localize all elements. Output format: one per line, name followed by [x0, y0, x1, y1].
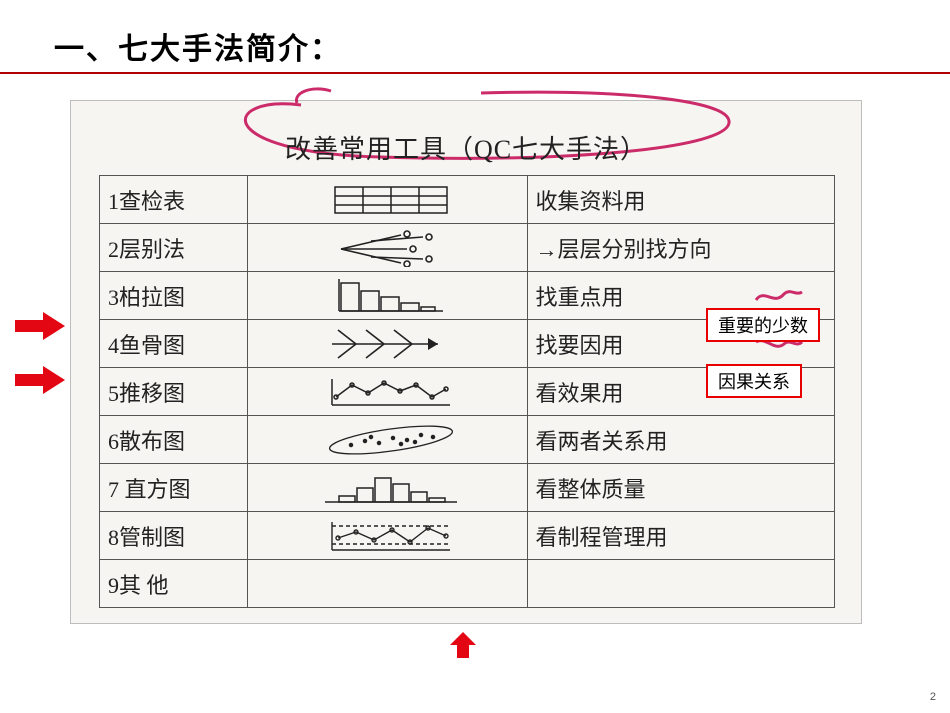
scatter-icon [321, 423, 461, 457]
callout-text: 因果关系 [718, 372, 790, 392]
tool-icon-cell [247, 560, 527, 608]
tool-use: 看两者关系用 [527, 416, 834, 464]
tool-name: 8管制图 [100, 512, 248, 560]
tool-icon-cell [247, 320, 527, 368]
tool-icon-cell [247, 464, 527, 512]
slide: 一、七大手法简介： 改善常用工具（QC七大手法） 1查检表 [0, 0, 950, 713]
tool-name: 3柏拉图 [100, 272, 248, 320]
table-row: 9其 他 [100, 560, 835, 608]
red-arrow-icon [15, 366, 65, 394]
page-title: 一、七大手法简介： [54, 24, 342, 68]
table-row: 1查检表 收集资料用 [100, 176, 835, 224]
tool-icon-cell [247, 176, 527, 224]
stratification-icon [331, 229, 451, 267]
squiggle-arrow-icon [754, 286, 804, 306]
tool-name: 7 直方图 [100, 464, 248, 512]
tool-name: 9其 他 [100, 560, 248, 608]
tool-use: 看整体质量 [527, 464, 834, 512]
tool-name: 1查检表 [100, 176, 248, 224]
tool-name: 4鱼骨图 [100, 320, 248, 368]
tool-name: 2层别法 [100, 224, 248, 272]
table-row: 6散布图 看两者关系 [100, 416, 835, 464]
tool-name: 6散布图 [100, 416, 248, 464]
callout-text: 重要的少数 [718, 316, 808, 336]
red-up-arrow-icon [450, 632, 476, 658]
title-rule [0, 72, 950, 74]
callout-box: 因果关系 [706, 364, 802, 398]
red-arrow-icon [15, 312, 65, 340]
tool-name: 5推移图 [100, 368, 248, 416]
tool-use: 看制程管理用 [527, 512, 834, 560]
table-row: 8管制图 看制程管理 [100, 512, 835, 560]
scan-frame: 改善常用工具（QC七大手法） 1查检表 [70, 100, 862, 624]
tool-use-text: 找重点用 [536, 285, 624, 310]
tool-icon-cell [247, 224, 527, 272]
tool-use: 收集资料用 [527, 176, 834, 224]
tool-icon-cell [247, 272, 527, 320]
tool-use-text: 找要因用 [536, 333, 624, 358]
tool-icon-cell [247, 368, 527, 416]
tool-use [527, 560, 834, 608]
callout-box: 重要的少数 [706, 308, 820, 342]
check-sheet-icon [331, 183, 451, 217]
tool-use: →层层分别找方向 [527, 224, 834, 272]
scan-title: 改善常用工具（QC七大手法） [71, 129, 861, 166]
histogram-icon [321, 470, 461, 506]
trend-icon [326, 375, 456, 409]
page-number: 2 [930, 691, 936, 703]
fishbone-icon [326, 326, 456, 362]
tool-icon-cell [247, 512, 527, 560]
tool-icon-cell [247, 416, 527, 464]
table-row: 7 直方图 [100, 464, 835, 512]
control-chart-icon [326, 518, 456, 554]
table-row: 2层别法 →层层分别找方向 [100, 224, 835, 272]
pareto-icon [331, 277, 451, 315]
